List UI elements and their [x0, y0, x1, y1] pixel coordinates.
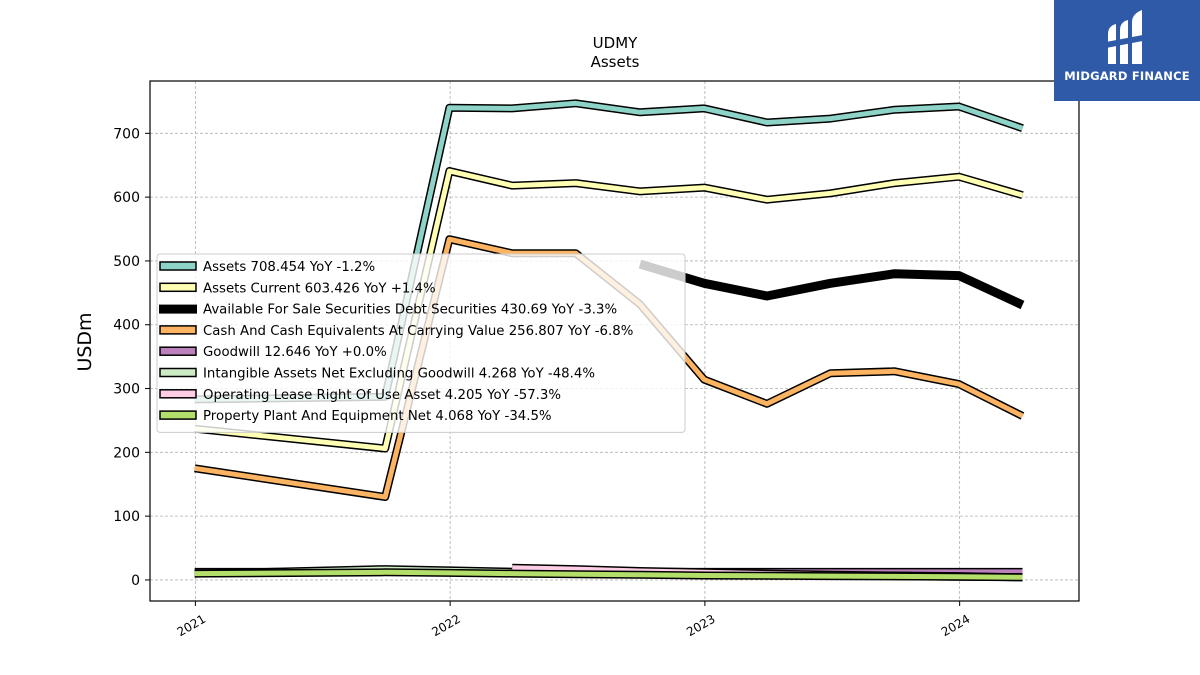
- y-tick-label: 500: [113, 254, 140, 270]
- legend-swatch: [159, 410, 197, 420]
- series-line-2: [638, 259, 1025, 310]
- legend-label: Property Plant And Equipment Net 4.068 Y…: [203, 409, 552, 424]
- legend-label: Intangible Assets Net Excluding Goodwill…: [203, 367, 595, 382]
- legend-swatch: [159, 304, 197, 314]
- legend-swatch: [159, 389, 197, 399]
- y-tick-label: 0: [131, 573, 140, 589]
- legend-label: Assets 708.454 YoY -1.2%: [203, 260, 375, 275]
- legend-item: Assets Current 603.426 YoY +1.4%: [159, 281, 436, 296]
- y-tick-label: 200: [113, 445, 140, 461]
- legend-label: Assets Current 603.426 YoY +1.4%: [203, 281, 436, 296]
- y-tick-label: 300: [113, 382, 140, 398]
- legend-swatch: [159, 282, 197, 293]
- legend-item: Intangible Assets Net Excluding Goodwill…: [159, 367, 595, 382]
- series-line-0: [194, 99, 1024, 404]
- series-line-7: [194, 568, 1023, 582]
- series-lines: [194, 99, 1025, 582]
- legend-box: [156, 253, 686, 433]
- legend-swatch: [159, 325, 197, 335]
- plot-frame: [149, 80, 1080, 602]
- legend-swatch: [159, 367, 197, 378]
- brand-logo: MIDGARD FINANCE: [1054, 0, 1200, 101]
- series-stroke: [638, 259, 1025, 310]
- legend-item: Goodwill 12.646 YoY +0.0%: [159, 345, 387, 360]
- y-axis-label: USDm: [74, 312, 96, 371]
- logo-text: MIDGARD FINANCE: [1064, 69, 1190, 83]
- series-line-1: [194, 167, 1024, 453]
- y-tick-label: 100: [113, 509, 140, 525]
- series-stroke: [194, 168, 1024, 451]
- chart-subtitle: Assets: [591, 53, 640, 71]
- legend-item: Cash And Cash Equivalents At Carrying Va…: [159, 324, 633, 339]
- midgard-logo-icon: [1106, 10, 1148, 64]
- legend-label: Goodwill 12.646 YoY +0.0%: [203, 345, 387, 360]
- x-tick-label: 2023: [684, 612, 717, 639]
- legend-label: Cash And Cash Equivalents At Carrying Va…: [203, 324, 633, 339]
- legend-item: Operating Lease Right Of Use Asset 4.205…: [159, 388, 561, 403]
- x-tick-label: 2022: [429, 612, 462, 639]
- legend-label: Available For Sale Securities Debt Secur…: [203, 303, 617, 318]
- x-tick-label: 2021: [175, 612, 208, 639]
- series-stroke: [194, 569, 1023, 580]
- y-tick-label: 700: [113, 126, 140, 142]
- legend: Assets 708.454 YoY -1.2% Assets Current 6…: [156, 253, 686, 433]
- legend-item: Available For Sale Securities Debt Secur…: [159, 303, 617, 318]
- y-tick-label: 600: [113, 190, 140, 206]
- x-tick-label: 2024: [939, 612, 972, 639]
- legend-item: Property Plant And Equipment Net 4.068 Y…: [159, 409, 552, 424]
- legend-label: Operating Lease Right Of Use Asset 4.205…: [203, 388, 561, 403]
- legend-item: Assets 708.454 YoY -1.2%: [159, 260, 375, 275]
- y-tick-label: 400: [113, 318, 140, 334]
- legend-swatch: [159, 346, 197, 356]
- series-stroke: [194, 100, 1024, 402]
- legend-swatch: [159, 261, 197, 271]
- chart-title: UDMY: [593, 34, 638, 52]
